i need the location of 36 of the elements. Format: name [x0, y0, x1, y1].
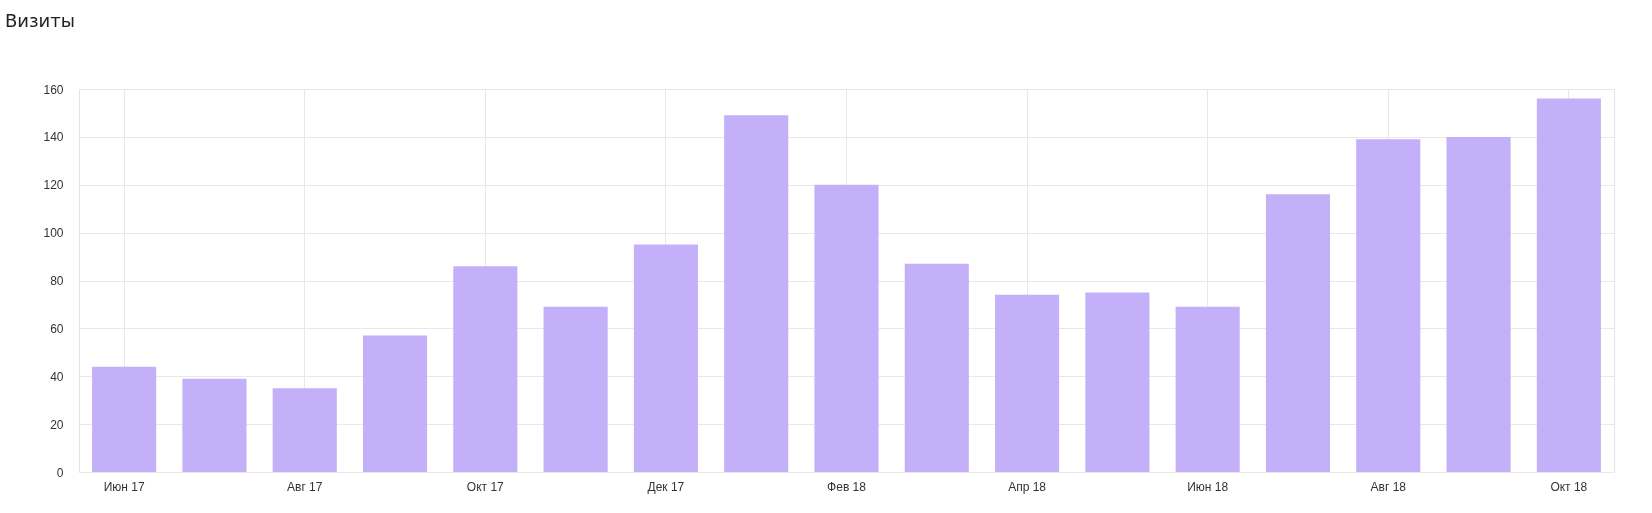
x-tick-label: Июн 17	[103, 479, 145, 494]
x-tick-label: Авг 18	[1370, 479, 1407, 494]
y-tick-label: 80	[50, 274, 64, 288]
bar	[633, 244, 698, 472]
bar	[1446, 136, 1511, 472]
chart-title: Визиты	[5, 10, 76, 31]
x-tick-label: Фев 18	[827, 479, 867, 494]
x-tick-label: Дек 17	[647, 479, 685, 494]
bar	[1265, 194, 1331, 472]
bar	[1085, 292, 1150, 472]
bar	[1536, 98, 1601, 472]
bar	[543, 306, 608, 472]
y-tick-label: 20	[50, 417, 64, 432]
bar	[904, 263, 969, 472]
x-tick-label: Июн 18	[1187, 479, 1229, 494]
y-tick-label: 0	[56, 465, 64, 480]
bar	[92, 366, 157, 472]
x-tick-label: Окт 17	[466, 479, 505, 494]
bar	[724, 115, 789, 472]
y-tick-label: 40	[50, 369, 64, 384]
y-tick-label: 120	[43, 178, 64, 193]
bar	[453, 266, 518, 472]
bar	[1175, 306, 1240, 472]
x-tick-label: Окт 18	[1550, 479, 1588, 494]
y-tick-label: 140	[43, 130, 64, 145]
bar	[1356, 139, 1421, 472]
y-tick-label: 60	[50, 321, 64, 336]
bar	[814, 184, 879, 472]
bar	[272, 388, 337, 472]
y-tick-label: 160	[43, 82, 64, 97]
y-tick-label: 100	[43, 226, 64, 241]
x-tick-label: Апр 18	[1008, 479, 1047, 494]
x-tick-label: Авг 17	[287, 479, 323, 494]
bar	[182, 378, 247, 472]
bar	[362, 335, 428, 472]
bar	[995, 294, 1060, 472]
